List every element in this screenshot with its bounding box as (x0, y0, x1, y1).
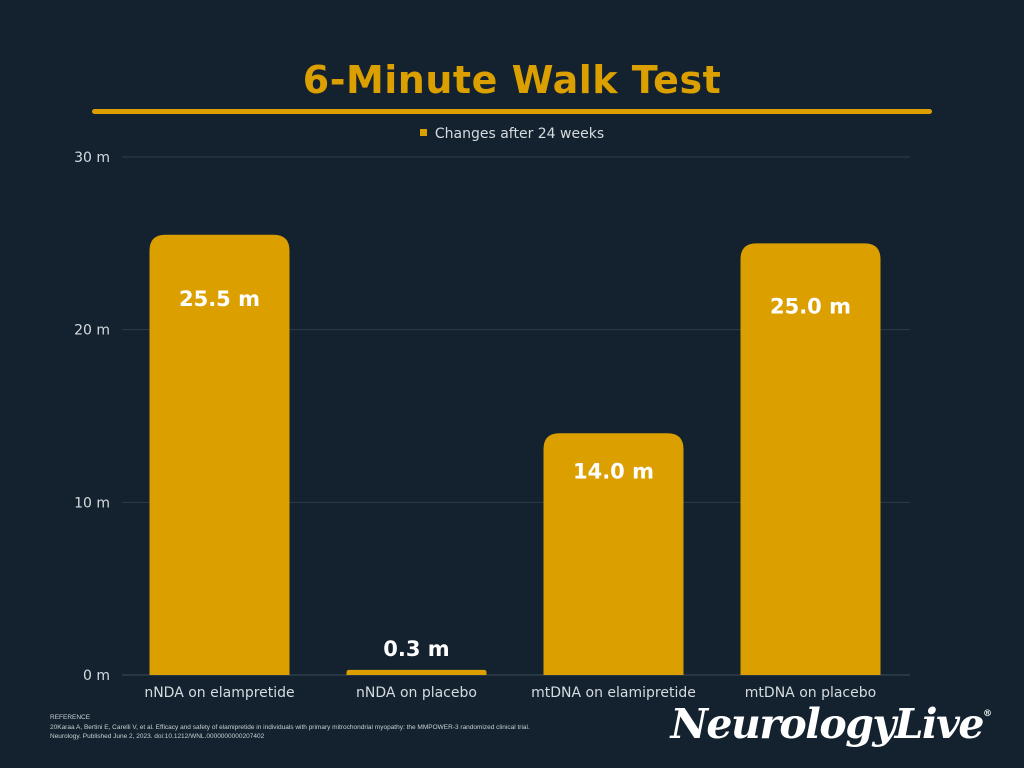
x-tick-label: nNDA on elampretide (144, 685, 294, 701)
reference-text: 20Karaa A, Bertini E, Carelli V, et al. … (50, 723, 530, 741)
logo-text: NeurologyLive (670, 700, 984, 748)
x-tick-label: mtDNA on elamipretide (531, 685, 696, 701)
data-label: 25.5 m (179, 287, 260, 311)
y-tick-label: 30 m (74, 150, 110, 166)
data-label: 14.0 m (573, 460, 654, 484)
data-label: 0.3 m (383, 637, 449, 661)
legend: Changes after 24 weeks (0, 126, 1024, 142)
legend-label: Changes after 24 weeks (434, 126, 605, 142)
legend-swatch (419, 129, 427, 136)
neurologylive-logo: NeurologyLive® (670, 700, 992, 748)
chart-title: 6-Minute Walk Test (302, 58, 722, 102)
data-label: 25.0 m (770, 294, 851, 318)
bar (740, 243, 881, 676)
bar (346, 669, 487, 675)
y-tick-label: 0 m (83, 668, 110, 684)
reference-heading: REFERENCE (50, 714, 91, 721)
y-tick-label: 20 m (74, 323, 110, 339)
x-tick-label: mtDNA on placebo (745, 685, 876, 701)
title-underline (92, 109, 932, 114)
x-tick-label: nNDA on placebo (356, 685, 477, 701)
reference-note: REFERENCE 20Karaa A, Bertini E, Carelli … (50, 713, 550, 742)
y-tick-label: 10 m (74, 495, 110, 511)
bar (149, 234, 290, 675)
registered-mark: ® (983, 709, 992, 719)
bar (543, 433, 684, 675)
